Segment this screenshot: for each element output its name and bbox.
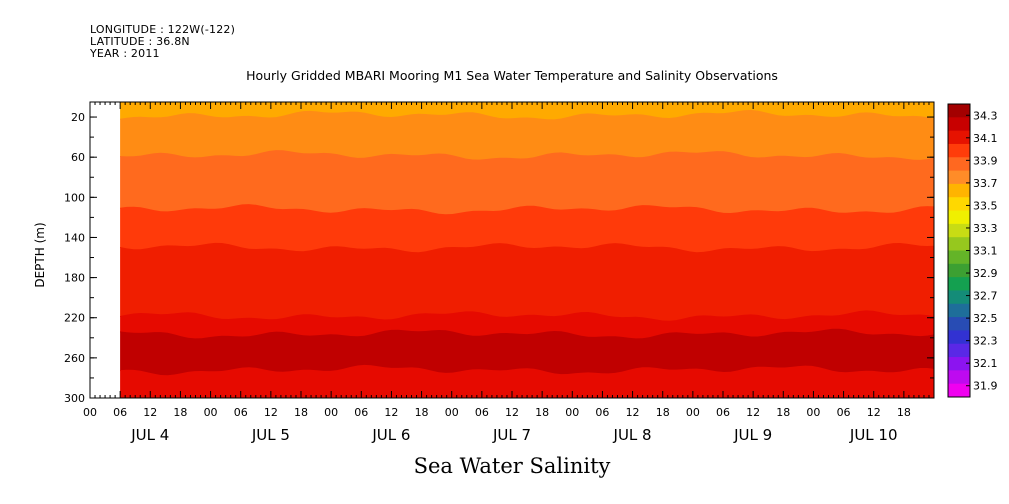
- colorbar-swatch: [948, 250, 970, 265]
- colorbar-swatch: [948, 117, 970, 132]
- salinity-band: [120, 150, 935, 216]
- x-hour-label: 00: [686, 406, 700, 419]
- x-hour-label: 06: [475, 406, 489, 419]
- x-hour-label: 12: [384, 406, 398, 419]
- colorbar-swatch: [948, 357, 970, 371]
- year-label: YEAR : 2011: [90, 47, 160, 60]
- salinity-band: [120, 204, 935, 254]
- colorbar-swatch: [948, 104, 970, 118]
- salinity-band: [120, 242, 935, 322]
- salinity-band: [120, 102, 935, 121]
- x-hour-label: 00: [565, 406, 579, 419]
- salinity-band: [120, 328, 935, 377]
- colorbar-label: 32.5: [973, 312, 998, 325]
- colorbar-swatch: [948, 383, 970, 398]
- x-hour-label: 00: [806, 406, 820, 419]
- colorbar-swatch: [948, 157, 970, 172]
- y-tick-label: 20: [71, 111, 85, 124]
- x-hour-label: 18: [897, 406, 911, 419]
- x-day-label: JUL 4: [130, 426, 169, 444]
- x-hour-label: 18: [776, 406, 790, 419]
- colorbar-swatch: [948, 130, 970, 145]
- x-hour-label: 06: [837, 406, 851, 419]
- colorbar-layer: 34.3 34.1 33.9 33.7 33.5 33.3 33.1 32.9 32.7 32.5…: [947, 103, 998, 398]
- x-hour-label: 18: [173, 406, 187, 419]
- colorbar-swatch: [948, 210, 970, 225]
- x-hour-label: 00: [204, 406, 218, 419]
- colorbar-label: 32.1: [973, 357, 998, 370]
- y-tick-label: 100: [64, 191, 85, 204]
- y-tick-label: 140: [64, 231, 85, 244]
- x-hour-label: 06: [716, 406, 730, 419]
- colorbar-label: 33.3: [973, 222, 998, 235]
- x-hour-label: 00: [445, 406, 459, 419]
- colorbar-swatch: [948, 183, 970, 198]
- colorbar-label: 34.3: [973, 109, 998, 122]
- y-tick-label: 180: [64, 272, 85, 285]
- x-hour-label: 12: [626, 406, 640, 419]
- colorbar-label: 33.9: [973, 154, 998, 167]
- colorbar-label: 32.9: [973, 267, 998, 280]
- colorbar-swatch: [948, 370, 970, 385]
- colorbar-swatch: [948, 290, 970, 305]
- x-day-label: JUL 9: [733, 426, 772, 444]
- colorbar-swatch: [948, 263, 970, 278]
- salinity-band: [120, 110, 935, 161]
- x-hour-label: 12: [867, 406, 881, 419]
- x-hour-label: 12: [746, 406, 760, 419]
- x-hour-label: 12: [143, 406, 157, 419]
- x-hour-label: 00: [324, 406, 338, 419]
- x-day-label: JUL 5: [251, 426, 290, 444]
- colorbar-swatch: [948, 223, 970, 238]
- longitude-label: LONGITUDE : 122W(-122): [90, 23, 236, 36]
- salinity-band: [120, 364, 935, 398]
- chart-title: Hourly Gridded MBARI Mooring M1 Sea Wate…: [246, 68, 778, 83]
- x-axis-label: Sea Water Salinity: [413, 454, 611, 478]
- y-tick-label: 260: [64, 352, 85, 365]
- colorbar-swatch: [948, 330, 970, 345]
- x-hour-label: 18: [656, 406, 670, 419]
- colorbar-label: 33.5: [973, 199, 998, 212]
- x-hour-label: 00: [83, 406, 97, 419]
- x-hour-label: 12: [505, 406, 519, 419]
- x-day-label: JUL 8: [613, 426, 652, 444]
- colorbar-swatch: [948, 277, 970, 291]
- colorbar-swatch: [948, 237, 970, 251]
- x-hour-label: 18: [535, 406, 549, 419]
- colorbar-label: 32.7: [973, 290, 998, 303]
- y-axis-label: DEPTH (m): [33, 222, 47, 287]
- latitude-label: LATITUDE : 36.8N: [90, 35, 190, 48]
- plot-fill-layer: [90, 102, 935, 398]
- x-day-label: JUL 7: [492, 426, 531, 444]
- x-day-label: JUL 10: [849, 426, 898, 444]
- colorbar-label: 31.9: [973, 380, 998, 393]
- x-day-label: JUL 6: [371, 426, 410, 444]
- colorbar-swatch: [948, 317, 970, 331]
- colorbar-label: 33.7: [973, 177, 998, 190]
- colorbar-swatch: [948, 170, 970, 185]
- x-hour-label: 06: [595, 406, 609, 419]
- colorbar-swatch: [948, 343, 970, 358]
- colorbar-swatch: [948, 197, 970, 212]
- y-tick-label: 300: [64, 392, 85, 405]
- colorbar-label: 33.1: [973, 245, 998, 258]
- x-hour-label: 18: [415, 406, 429, 419]
- x-hour-label: 06: [354, 406, 368, 419]
- y-tick-label: 220: [64, 312, 85, 325]
- colorbar-label: 32.3: [973, 335, 998, 348]
- x-hour-label: 12: [264, 406, 278, 419]
- y-tick-label: 60: [71, 151, 85, 164]
- colorbar-label: 34.1: [973, 132, 998, 145]
- salinity-band: [120, 310, 935, 340]
- x-hour-label: 06: [113, 406, 127, 419]
- colorbar-swatch: [948, 143, 970, 158]
- x-hour-label: 18: [294, 406, 308, 419]
- x-hour-label: 06: [234, 406, 248, 419]
- colorbar-swatch: [948, 303, 970, 318]
